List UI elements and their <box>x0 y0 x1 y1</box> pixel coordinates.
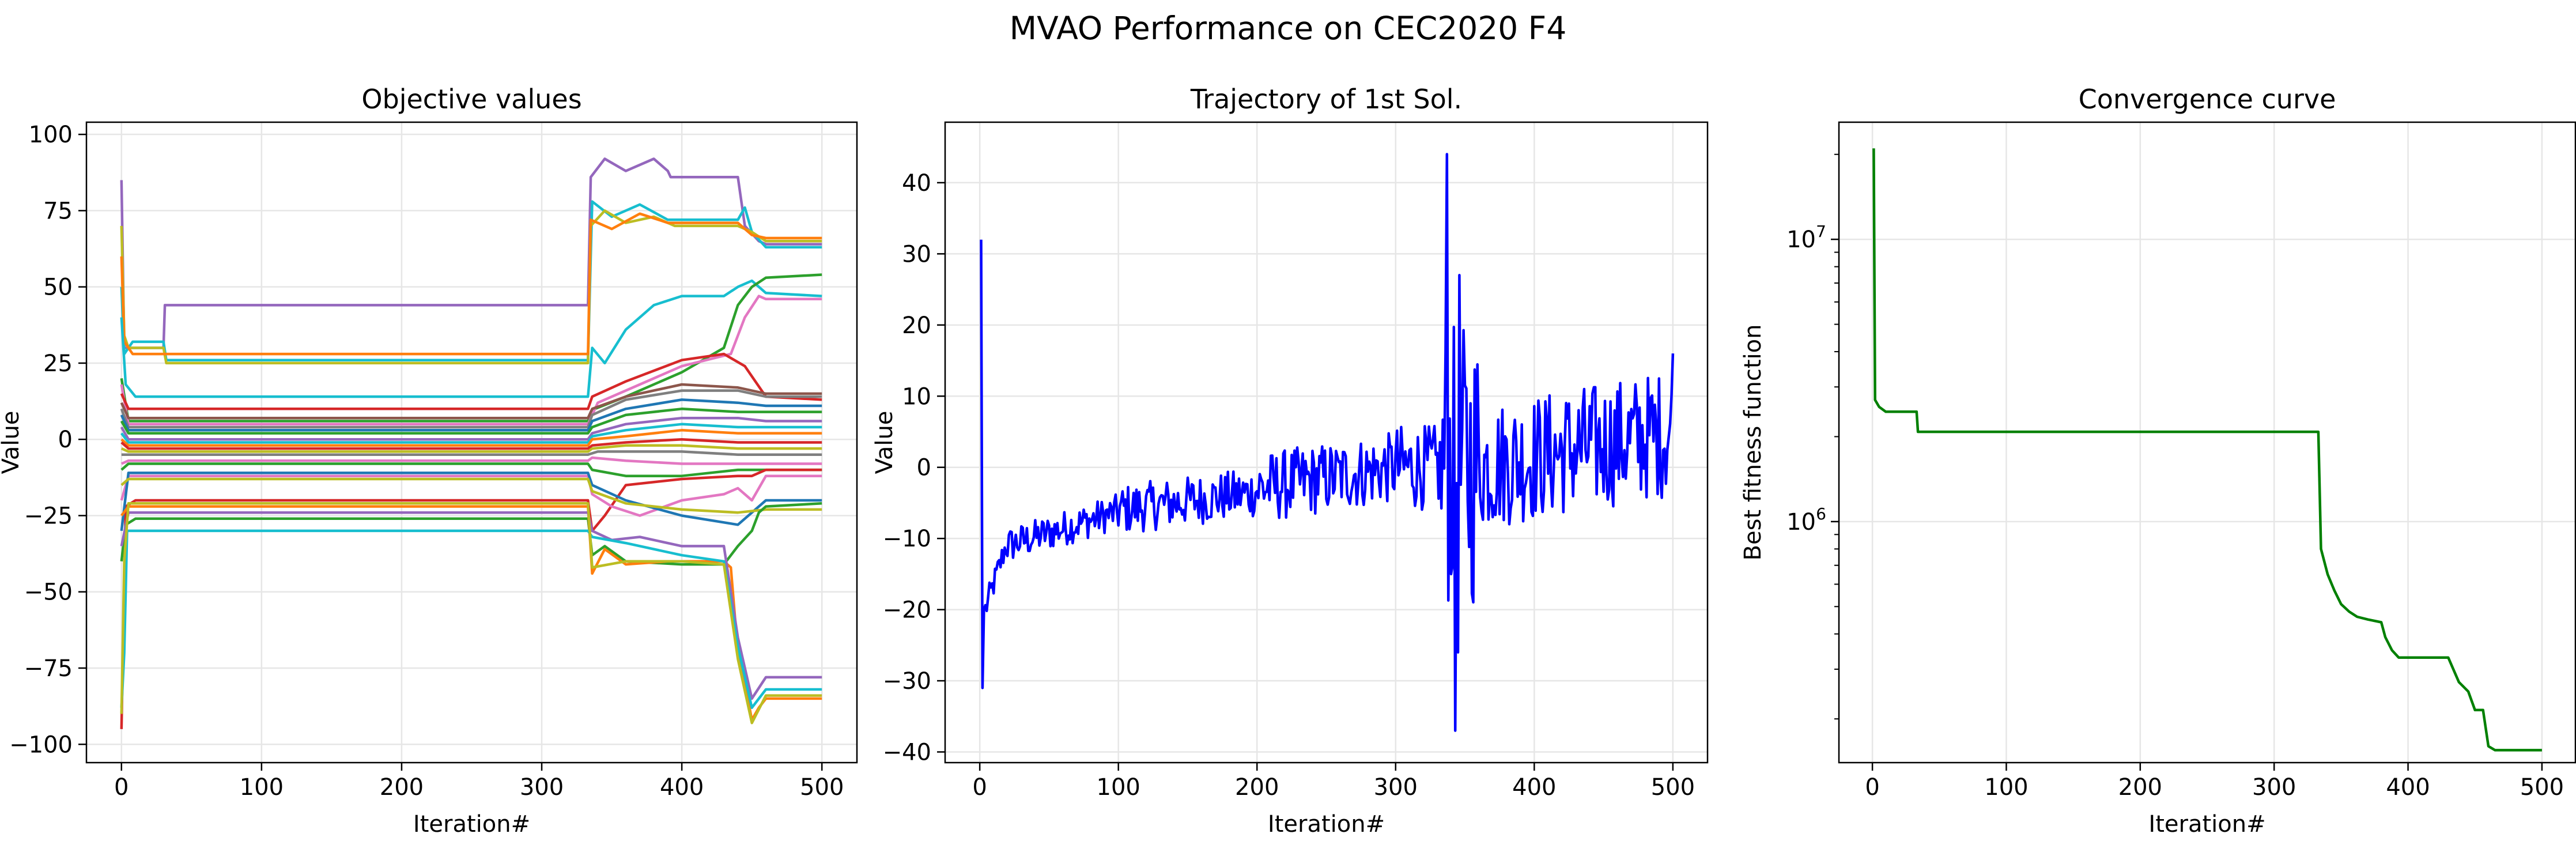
x-axis-label: Iteration# <box>1268 811 1385 838</box>
y-tick-label: 100 <box>29 122 73 148</box>
series-line <box>120 383 822 420</box>
series-line <box>120 529 822 710</box>
series-line <box>120 408 822 435</box>
series-line <box>120 438 822 450</box>
series-line <box>120 212 822 356</box>
y-tick-label: 10 <box>902 383 931 410</box>
x-tick-label: 500 <box>1651 774 1695 801</box>
y-tick-label: −40 <box>883 739 931 766</box>
plot-area <box>120 157 822 729</box>
axes-frame <box>944 121 1709 764</box>
x-tick-label: 200 <box>1235 774 1279 801</box>
series-line <box>120 511 822 700</box>
x-tick-label: 500 <box>800 774 844 801</box>
subplot-trajectory: 0 100 200 300 400 500 −40 −30 −20 −10 0 10 20 30 40 Tra… <box>871 84 1709 838</box>
axes-title: Convergence curve <box>2079 84 2336 115</box>
figure-suptitle: MVAO Performance on CEC2020 F4 <box>1010 10 1567 47</box>
series-line <box>120 468 822 729</box>
y-axis-label: Value <box>0 411 24 474</box>
y-tick-label: 30 <box>902 241 931 267</box>
series-line <box>121 450 822 456</box>
series-line <box>120 474 822 517</box>
x-tick-label: 0 <box>1865 774 1879 801</box>
series-line <box>120 505 822 722</box>
series-line <box>120 502 822 725</box>
y-tick-exponent: 6 <box>1816 504 1826 523</box>
y-tick-label: −30 <box>883 668 931 695</box>
x-tick-label: 100 <box>1984 774 2028 801</box>
subplot-objective-values: 0 100 200 300 400 500 −100 −75 −50 −25 0 25 50 75 100 O… <box>0 84 858 838</box>
series-line <box>120 295 822 426</box>
series-line <box>120 462 822 477</box>
axes-frame <box>1838 121 2576 764</box>
y-tick-label: 10 <box>1786 509 1816 536</box>
y-tick-label: −75 <box>24 655 73 682</box>
y-tick-label: 0 <box>58 427 73 453</box>
axes-title: Objective values <box>361 84 581 115</box>
x-axis-label: Iteration# <box>413 811 530 838</box>
plot-area <box>980 153 1675 732</box>
series-line <box>120 416 822 441</box>
series-line <box>120 157 822 349</box>
series-line <box>120 477 822 514</box>
x-tick-label: 0 <box>972 774 987 801</box>
y-tick-label: 10 <box>1786 227 1816 253</box>
x-axis-label: Iteration# <box>2148 811 2265 838</box>
series-line <box>120 273 822 423</box>
series-line <box>120 456 822 465</box>
x-tick-label: 200 <box>2118 774 2162 801</box>
y-tick-label: −50 <box>24 579 73 606</box>
series-line <box>120 472 822 531</box>
series-line <box>120 398 822 432</box>
y-tick-exponent: 7 <box>1816 222 1826 241</box>
x-tick-label: 200 <box>380 774 424 801</box>
x-tick-label: 400 <box>660 774 704 801</box>
y-tick-label: −100 <box>9 731 73 758</box>
series-line <box>120 279 822 398</box>
y-tick-label: 20 <box>902 312 931 339</box>
y-axis-label: Best fitness function <box>1740 325 1766 561</box>
y-tick-label: 0 <box>917 455 931 481</box>
x-tick-label: 100 <box>1097 774 1140 801</box>
x-tick-label: 300 <box>2252 774 2296 801</box>
axes-frame <box>85 121 858 764</box>
x-tick-label: 0 <box>114 774 129 801</box>
series-line <box>120 200 822 361</box>
series-line <box>120 444 822 453</box>
x-tick-label: 300 <box>520 774 564 801</box>
y-tick-label: −20 <box>883 597 931 624</box>
x-tick-label: 500 <box>2520 774 2564 801</box>
x-tick-label: 400 <box>2386 774 2430 801</box>
x-tick-label: 300 <box>1374 774 1418 801</box>
y-tick-label: 25 <box>43 350 73 377</box>
convergence-line <box>1872 148 2542 752</box>
y-tick-label: 40 <box>902 170 931 197</box>
y-tick-label: 50 <box>43 274 73 301</box>
series-line <box>120 429 822 447</box>
trajectory-line <box>980 153 1675 732</box>
x-tick-label: 100 <box>240 774 284 801</box>
plot-area <box>1872 148 2542 752</box>
y-axis-label: Value <box>871 411 898 474</box>
y-tick-label: −25 <box>24 503 73 529</box>
axes-title: Trajectory of 1st Sol. <box>1190 84 1462 115</box>
series-line <box>120 423 822 444</box>
y-tick-label: −10 <box>883 526 931 552</box>
y-tick-label: 75 <box>43 198 73 224</box>
series-line <box>120 389 822 429</box>
x-tick-label: 400 <box>1512 774 1556 801</box>
series-line <box>120 352 822 410</box>
